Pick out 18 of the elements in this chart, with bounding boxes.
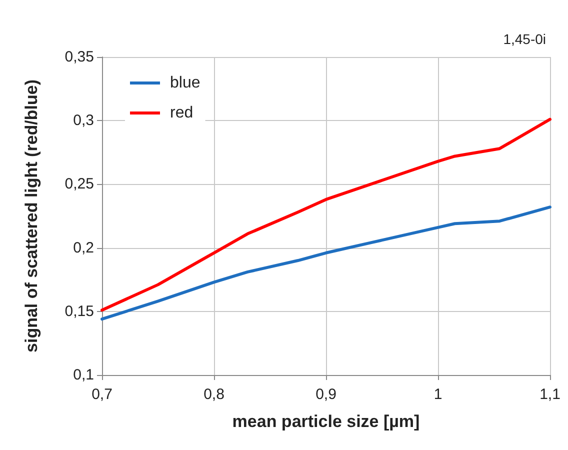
y-tick-label: 0,15 — [64, 302, 94, 320]
y-tick-label: 0,35 — [64, 48, 94, 66]
y-tick-label: 0,1 — [73, 366, 94, 384]
y-axis-title: signal of scattered light (red/blue) — [22, 80, 41, 352]
x-axis-title: mean particle size [µm] — [232, 412, 420, 431]
x-tick-label: 0,7 — [92, 386, 112, 403]
x-tick-label: 0,9 — [316, 386, 336, 403]
line-series — [100, 206, 552, 321]
legend-label: red — [170, 104, 194, 122]
x-tick-label: 1 — [434, 386, 442, 403]
x-tick-label: 0,8 — [204, 386, 224, 403]
y-tick-label: 0,25 — [64, 176, 94, 193]
line-series — [100, 118, 552, 312]
y-tick-label: 0,3 — [73, 112, 94, 130]
text: 1,45-0i — [503, 31, 546, 47]
x-tick-label: 1,1 — [540, 386, 560, 403]
legend-label: blue — [170, 74, 200, 92]
y-tick-label: 0,2 — [73, 239, 94, 256]
